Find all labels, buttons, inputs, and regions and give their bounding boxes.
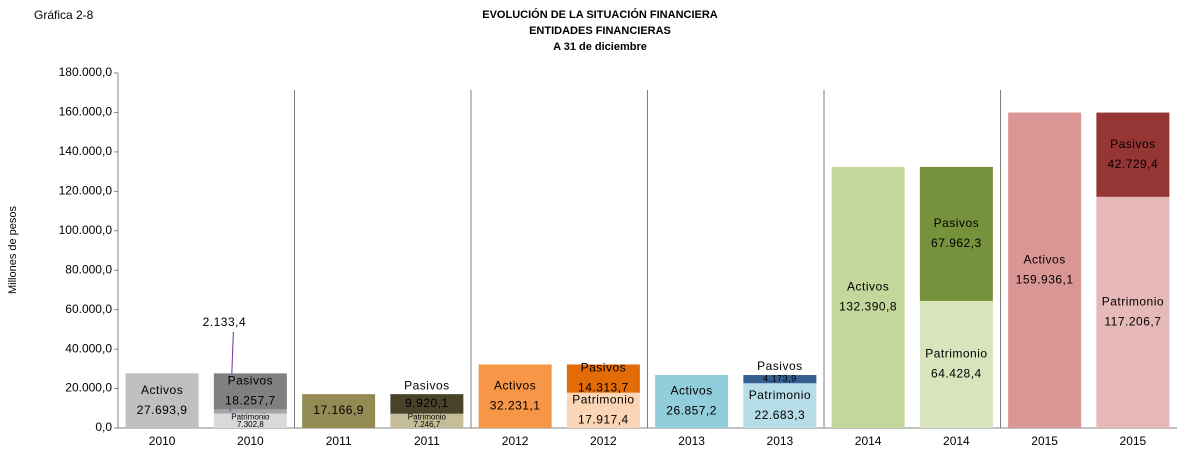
bar-segment <box>390 413 464 428</box>
bar-segment <box>831 166 905 428</box>
value-label: 7.246,7 <box>414 420 441 429</box>
bar-segment <box>390 394 464 414</box>
y-tick-label: 80.000,0 <box>65 262 112 276</box>
x-tick-label: 2011 <box>414 434 440 448</box>
chart-title: A 31 de diciembre <box>553 41 647 53</box>
value-label: 159.936,1 <box>1016 272 1074 286</box>
value-label: 32.231,1 <box>490 398 541 412</box>
segment-name: Pasivos <box>934 216 980 230</box>
value-label: 67.962,3 <box>931 236 982 250</box>
segment-name: Patrimonio <box>572 393 634 407</box>
bar-segment <box>125 373 199 428</box>
segment-name: Pasivos <box>404 378 450 392</box>
bar-segment <box>566 364 640 393</box>
value-label: 17.166,9 <box>313 403 364 417</box>
bar-segment <box>1096 196 1170 428</box>
x-tick-label: 2012 <box>590 434 617 448</box>
segment-name: Activos <box>1024 252 1066 266</box>
value-label: 117.206,7 <box>1104 315 1161 329</box>
bar-segment <box>919 300 993 428</box>
bar-segment <box>213 409 287 414</box>
y-tick-label: 160.000,0 <box>59 105 113 119</box>
value-label: 2.133,4 <box>203 315 247 329</box>
value-label: 132.390,8 <box>839 300 897 314</box>
bar-segment <box>213 373 287 410</box>
chart-title: ENTIDADES FINANCIERAS <box>529 25 671 37</box>
x-tick-label: 2015 <box>1031 434 1058 448</box>
value-label: 14.313,7 <box>578 381 629 395</box>
x-tick-label: 2015 <box>1120 434 1147 448</box>
y-tick-label: 180.000,0 <box>59 65 113 79</box>
value-label: 27.693,9 <box>137 403 188 417</box>
value-label: 17.917,4 <box>578 413 629 427</box>
bar-segment <box>213 413 287 428</box>
value-label: 64.428,4 <box>931 367 982 381</box>
value-label: 42.729,4 <box>1108 157 1159 171</box>
segment-name: Activos <box>671 384 713 398</box>
chart-title: EVOLUCIÓN DE LA SITUACIÓN FINANCIERA <box>482 8 718 21</box>
value-label: 7.302,8 <box>237 420 264 429</box>
figure-label: Gráfica 2-8 <box>34 8 94 22</box>
segment-name: Patrimonio <box>1102 295 1164 309</box>
segment-name: Patrimonio <box>925 347 987 361</box>
value-label: 9.920,1 <box>405 396 449 410</box>
bar-segment <box>302 394 376 428</box>
y-tick-label: 0,0 <box>95 420 112 434</box>
bar-segment <box>566 392 640 428</box>
y-tick-label: 40.000,0 <box>65 341 112 355</box>
bar-segment <box>1096 112 1170 197</box>
x-tick-label: 2014 <box>855 434 882 448</box>
x-tick-label: 2014 <box>943 434 970 448</box>
x-tick-label: 2012 <box>502 434 529 448</box>
y-axis-label: Millones de pesos <box>7 205 19 294</box>
bar-segment <box>655 375 729 428</box>
y-tick-label: 120.000,0 <box>59 184 113 198</box>
bar-segment <box>743 375 817 384</box>
y-tick-label: 100.000,0 <box>59 223 113 237</box>
y-tick-label: 60.000,0 <box>65 302 112 316</box>
x-tick-label: 2011 <box>326 434 352 448</box>
bar-segment <box>478 364 552 428</box>
segment-name: Patrimonio <box>231 412 270 421</box>
segment-name: Activos <box>141 383 183 397</box>
x-tick-label: 2010 <box>149 434 176 448</box>
bar-segment <box>919 166 993 301</box>
segment-name: Pasivos <box>1110 137 1156 151</box>
value-label: 18.257,7 <box>225 394 276 408</box>
value-label: 22.683,3 <box>755 408 806 422</box>
value-label: 26.857,2 <box>666 404 717 418</box>
bar-segment <box>743 383 817 428</box>
segment-name: Patrimonio <box>749 388 811 402</box>
x-tick-label: 2013 <box>678 434 705 448</box>
segment-name: Activos <box>494 378 536 392</box>
segment-name: Pasivos <box>228 374 274 388</box>
segment-name: Activos <box>847 280 889 294</box>
value-label: 4.173,9 <box>763 374 797 384</box>
segment-name: Pasivos <box>581 361 627 375</box>
x-tick-label: 2010 <box>237 434 264 448</box>
x-tick-label: 2013 <box>767 434 794 448</box>
y-tick-label: 140.000,0 <box>59 144 113 158</box>
segment-name: Pasivos <box>757 359 803 373</box>
segment-name: Patrimonio <box>408 412 447 421</box>
y-tick-label: 20.000,0 <box>65 381 112 395</box>
bar-segment <box>1008 112 1082 429</box>
